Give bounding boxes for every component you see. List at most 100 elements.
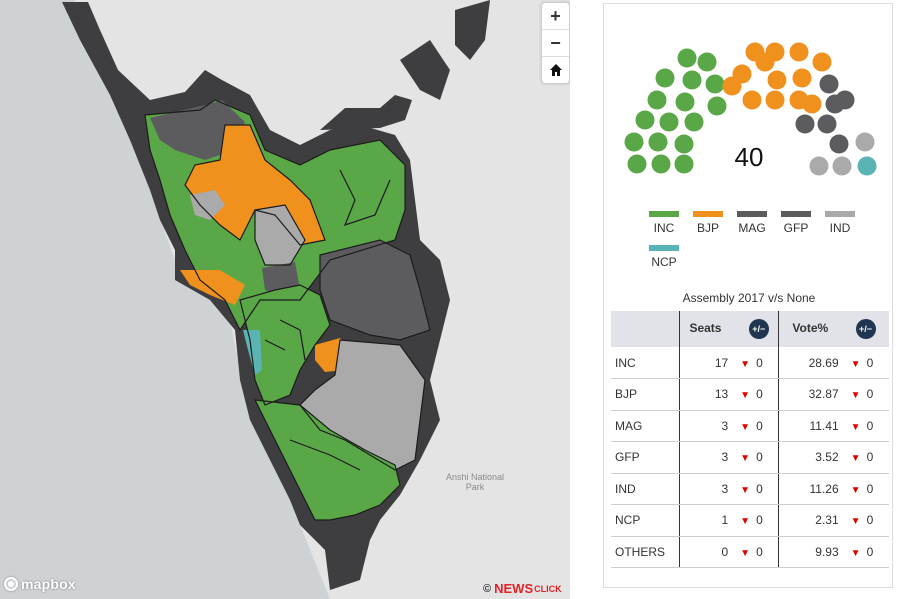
total-seats: 40 (735, 142, 764, 172)
zoom-control: + − (541, 2, 570, 84)
region-ncp (243, 330, 262, 375)
seat-dot-inc (674, 134, 694, 154)
zoom-out-button[interactable]: − (542, 30, 569, 57)
down-arrow-icon: ▼ (850, 390, 861, 402)
legend-item-gfp[interactable]: GFP (774, 211, 818, 235)
legend-item-bjp[interactable]: BJP (686, 211, 730, 235)
seat-dot-inc (707, 96, 727, 116)
vote-change: ▼ 0 (846, 536, 889, 568)
seat-dot-ncp (857, 156, 877, 176)
legend-label: IND (829, 221, 851, 235)
seat-dot-inc (682, 70, 702, 90)
legend-label: MAG (738, 221, 766, 235)
party-name: MAG (611, 410, 680, 442)
seat-dot-inc (651, 154, 671, 174)
reset-view-button[interactable] (542, 57, 569, 83)
region-bjp-west (180, 270, 245, 305)
seats-change: ▼ 0 (736, 378, 779, 411)
seats-column-header: Seats +/− (679, 311, 779, 347)
seat-dot-bjp (732, 64, 752, 84)
vote-change-value: 0 (866, 450, 874, 465)
seats-header-label: Seats (689, 321, 722, 336)
down-arrow-icon: ▼ (850, 453, 861, 465)
seat-dot-inc (684, 112, 704, 132)
legend-label: BJP (696, 221, 719, 235)
down-arrow-icon: ▼ (740, 358, 751, 370)
seat-dot-inc (627, 154, 647, 174)
map-area[interactable]: Anshi National Park + − mapbox © NEWS CL… (0, 0, 570, 599)
legend-item-mag[interactable]: MAG (730, 211, 774, 235)
seat-dot-gfp (795, 114, 815, 134)
party-name: BJP (611, 378, 680, 411)
seat-dot-ind (809, 156, 829, 176)
legend-item-ind[interactable]: IND (818, 211, 862, 235)
vote-value: 2.31 (777, 504, 847, 537)
seat-dot-bjp (765, 90, 785, 110)
vote-change: ▼ 0 (846, 410, 889, 442)
down-arrow-icon: ▼ (740, 390, 751, 402)
table-header-row: Seats +/− Vote% +/− (611, 311, 889, 347)
party-name: NCP (611, 504, 680, 537)
seats-value: 1 (679, 504, 737, 537)
vote-header-label: Vote% (792, 321, 829, 336)
vote-change-value: 0 (866, 544, 874, 559)
mapbox-icon (4, 577, 18, 591)
seats-value: 0 (679, 536, 737, 568)
vote-toggle-button[interactable]: +/− (855, 319, 876, 339)
seats-change-value: 0 (756, 355, 763, 370)
mapbox-text: mapbox (21, 576, 76, 592)
vote-change: ▼ 0 (846, 347, 889, 379)
legend-swatch (825, 211, 855, 217)
seats-change-value: 0 (756, 513, 763, 528)
vote-value: 11.26 (777, 473, 847, 505)
newsclick-click: CLICK (534, 583, 562, 594)
legend-item-inc[interactable]: INC (642, 211, 686, 235)
seats-change: ▼ 0 (736, 504, 779, 537)
table-row: MAG 3 ▼ 0 11.41 ▼ 0 (611, 410, 889, 442)
newsclick-news: NEWS (494, 581, 534, 596)
seats-value: 3 (679, 473, 737, 505)
vote-change: ▼ 0 (846, 441, 889, 474)
legend-swatch (649, 245, 679, 251)
region-ind-centre (255, 205, 305, 265)
seats-change-value: 0 (756, 387, 763, 402)
seat-dot-bjp (812, 52, 832, 72)
seat-dot-inc (675, 92, 695, 112)
legend-item-ncp[interactable]: NCP (642, 245, 686, 269)
seats-value: 17 (679, 347, 737, 379)
region-ind-south (300, 340, 425, 470)
seat-dot-bjp (765, 42, 785, 62)
seats-change: ▼ 0 (736, 441, 779, 474)
seats-toggle-button[interactable]: +/− (748, 319, 769, 339)
goa-constituency-map (0, 0, 490, 599)
seat-dot-bjp (767, 70, 787, 90)
down-arrow-icon: ▼ (850, 421, 861, 433)
seat-dot-bjp (802, 94, 822, 114)
vote-value: 11.41 (777, 410, 847, 442)
region-mag-east (320, 240, 430, 340)
legend-label: NCP (651, 255, 677, 269)
seat-dot-inc (674, 154, 694, 174)
legend-label: INC (653, 221, 675, 235)
down-arrow-icon: ▼ (850, 547, 861, 559)
down-arrow-icon: ▼ (740, 453, 751, 465)
seat-dot-mag (835, 90, 855, 110)
seat-dot-inc (659, 112, 679, 132)
table-row: INC 17 ▼ 0 28.69 ▼ 0 (611, 347, 889, 379)
seat-dot-inc (647, 90, 667, 110)
party-name: INC (611, 347, 680, 379)
zoom-in-button[interactable]: + (542, 3, 569, 30)
seat-dot-bjp (789, 42, 809, 62)
party-name: IND (611, 473, 680, 505)
seats-change: ▼ 0 (736, 410, 779, 442)
seats-change: ▼ 0 (736, 347, 779, 379)
vote-column-header: Vote% +/− (777, 311, 889, 347)
seat-dot-bjp (792, 68, 812, 88)
region-inc-south (255, 400, 400, 520)
seat-dot-inc (655, 68, 675, 88)
seats-change-value: 0 (756, 418, 763, 433)
seats-value: 13 (679, 378, 737, 411)
newsclick-credit[interactable]: © NEWS CLICK (483, 581, 562, 596)
seat-dot-gfp (829, 134, 849, 154)
mapbox-logo[interactable]: mapbox (4, 576, 76, 592)
